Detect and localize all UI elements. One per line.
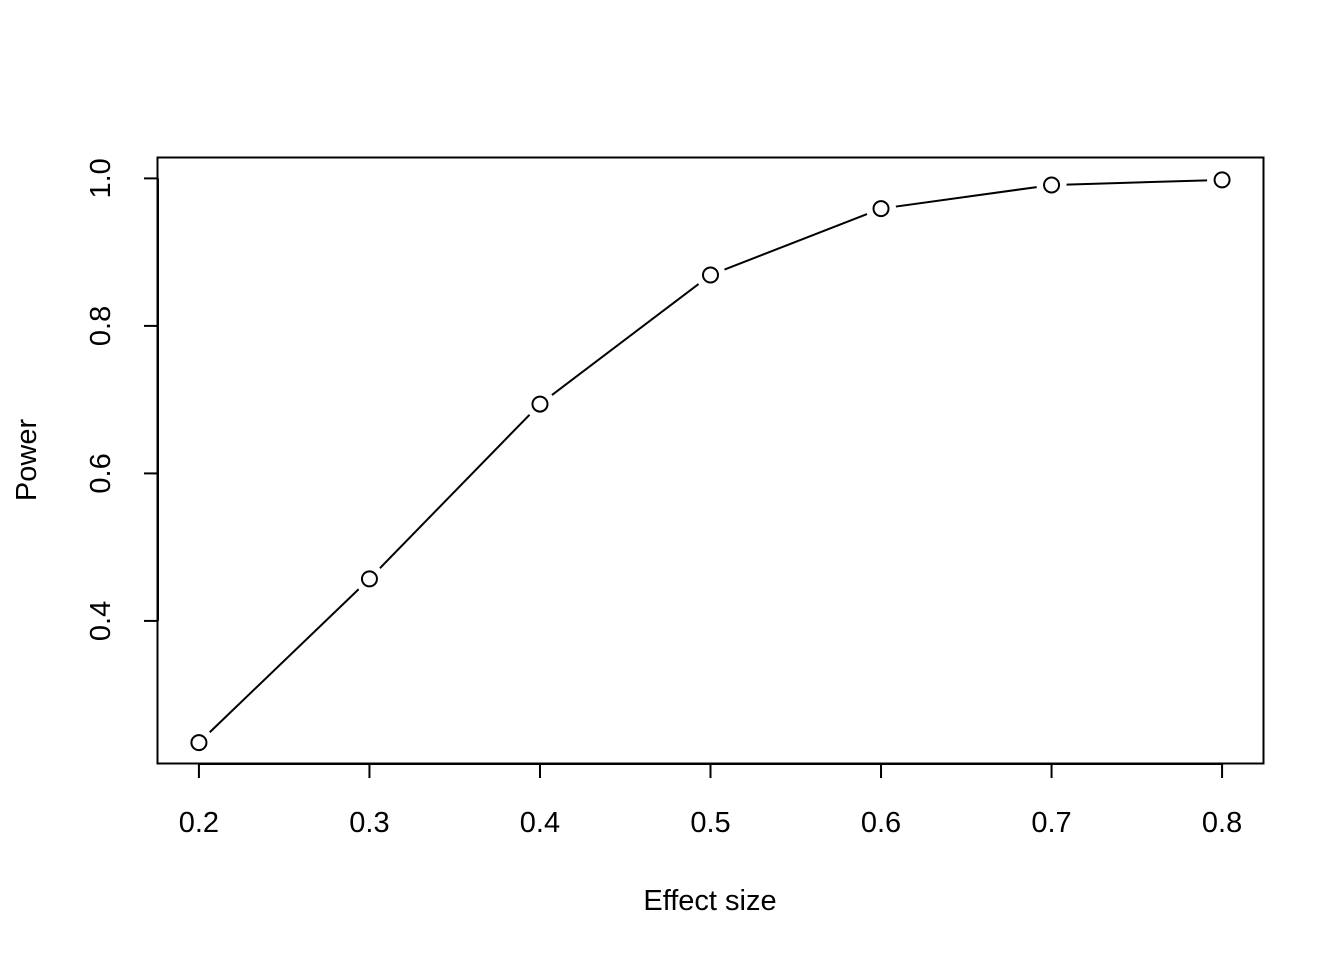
y-tick-label: 0.6 (85, 453, 117, 493)
y-tick-label: 0.8 (85, 306, 117, 346)
x-tick-label: 0.2 (179, 807, 219, 839)
y-axis: 0.4 0.6 0.8 1.0 (85, 158, 159, 641)
series-line-segment (379, 414, 531, 569)
series-line-segment (551, 283, 700, 396)
x-tick-label: 0.5 (690, 807, 730, 839)
x-tick-label: 0.6 (861, 807, 901, 839)
x-axis: 0.2 0.3 0.4 0.5 0.6 0.7 0.8 (179, 763, 1242, 839)
data-point (702, 266, 719, 284)
series-line-segment (724, 213, 868, 271)
data-point (1213, 171, 1231, 189)
series-line-segment (895, 186, 1037, 208)
data-point (1043, 176, 1061, 194)
y-tick-label: 0.4 (85, 601, 117, 641)
series-layer (190, 171, 1231, 752)
x-tick-label: 0.8 (1202, 807, 1242, 839)
series-line-segment (1066, 179, 1208, 186)
plot-frame (156, 156, 1265, 765)
data-point (531, 395, 549, 413)
x-tick-label: 0.3 (349, 807, 389, 839)
series-line-segment (209, 588, 360, 733)
data-point (872, 200, 890, 218)
x-tick-label: 0.7 (1031, 807, 1071, 839)
data-point (190, 734, 208, 752)
y-tick-label: 1.0 (85, 158, 117, 198)
data-point (360, 570, 378, 588)
x-tick-label: 0.4 (520, 807, 560, 839)
x-axis-title: Effect size (643, 885, 776, 917)
y-axis-title: Power (11, 419, 43, 502)
